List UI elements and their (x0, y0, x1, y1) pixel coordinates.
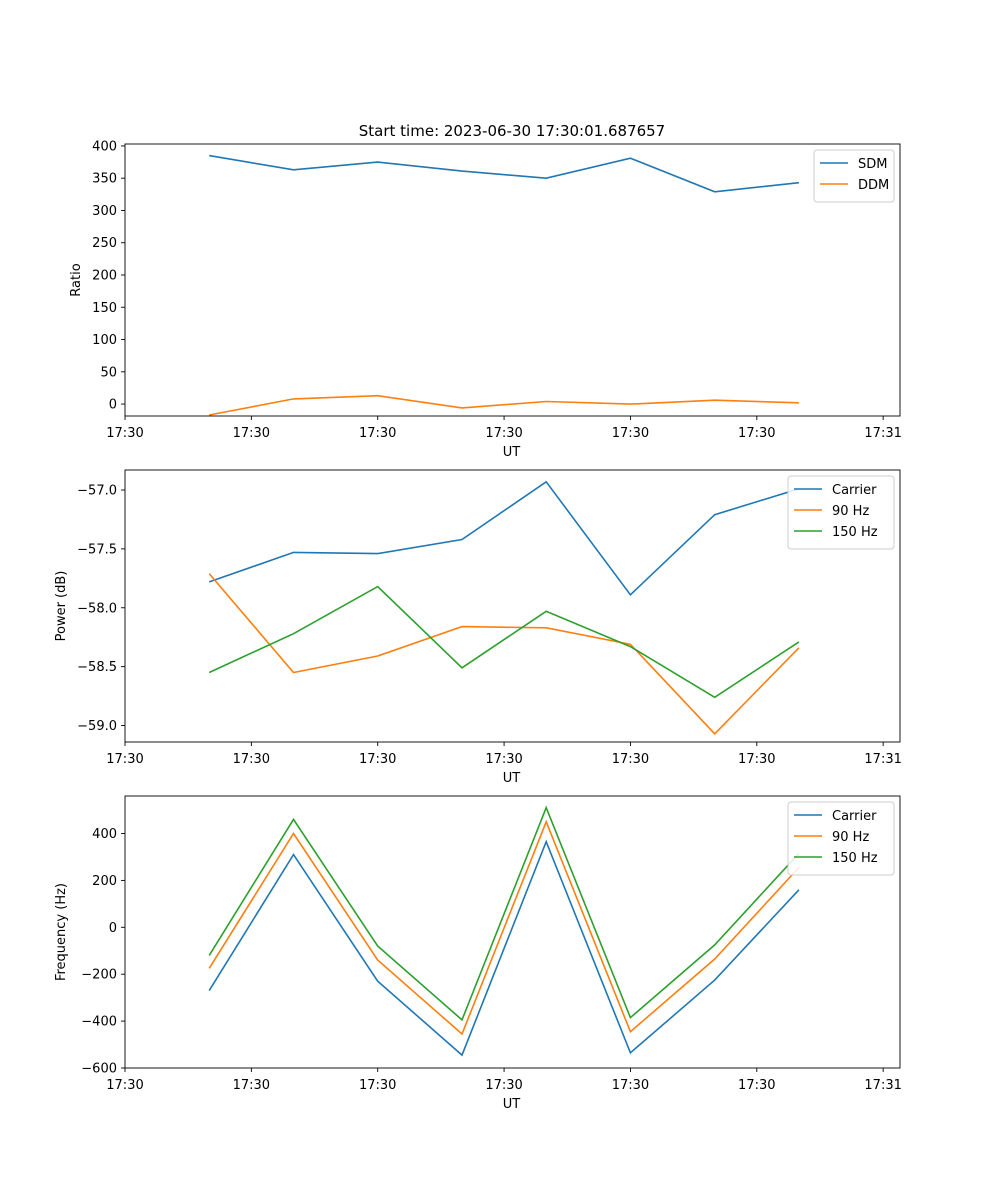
x-tick-label: 17:31 (864, 752, 901, 767)
y-tick-label: 50 (100, 365, 117, 380)
series-line-0 (208, 480, 800, 597)
x-tick-label: 17:30 (106, 426, 143, 441)
legend: Carrier 90 Hz 150 Hz (787, 475, 895, 550)
x-tick-label: 17:30 (485, 426, 522, 441)
series-line-1 (208, 573, 800, 735)
y-axis-label: Power (dB) (54, 571, 69, 642)
x-tick-label: 17:30 (738, 1078, 775, 1093)
y-axis-label: Ratio (69, 263, 84, 296)
x-tick-label: 17:30 (106, 752, 143, 767)
figure-title: Start time: 2023-06-30 17:30:01.687657 (359, 122, 665, 140)
x-tick-label: 17:30 (233, 426, 270, 441)
panel-frequency: 17:30 17:30 17:30 17:30 17:30 17:30 17:31 −600 −… (54, 795, 902, 1112)
legend-label: DDM (858, 178, 889, 193)
y-tick-label: 200 (92, 268, 117, 283)
y-tick-label: 0 (109, 921, 117, 936)
x-tick-label: 17:30 (359, 1078, 396, 1093)
legend-label: 150 Hz (832, 851, 878, 866)
y-tick-label: −58.0 (77, 601, 117, 616)
legend-label: Carrier (832, 483, 877, 498)
series-line-1 (209, 394, 799, 416)
y-tick-label: −600 (81, 1062, 117, 1077)
series-line-0 (209, 154, 799, 193)
series-line-1 (208, 819, 800, 1036)
legend: Carrier 90 Hz 150 Hz (787, 801, 895, 876)
y-tick-label: 300 (92, 204, 117, 219)
legend-label: 90 Hz (832, 830, 869, 845)
y-tick-label: 200 (92, 874, 117, 889)
axes-frame (124, 143, 901, 417)
x-tick-label: 17:30 (738, 752, 775, 767)
y-tick-label: 150 (92, 301, 117, 316)
series-line-2 (208, 585, 800, 699)
y-tick-label: 400 (92, 139, 117, 154)
y-tick-label: −59.0 (77, 719, 117, 734)
x-tick-label: 17:30 (612, 752, 649, 767)
panel-ratio: 17:30 17:30 17:30 17:30 17:30 17:30 17:31 0 50 10… (69, 139, 902, 460)
axes-frame (124, 469, 901, 743)
x-tick-label: 17:30 (106, 1078, 143, 1093)
x-tick-label: 17:30 (738, 426, 775, 441)
series-line-0 (208, 839, 800, 1057)
y-tick-label: −400 (81, 1015, 117, 1030)
y-tick-label: 400 (92, 827, 117, 842)
legend-label: 90 Hz (832, 504, 869, 519)
axes-frame (124, 795, 901, 1069)
y-tick-label: 250 (92, 236, 117, 251)
legend-label: SDM (858, 157, 887, 172)
y-tick-label: 100 (92, 333, 117, 348)
x-tick-label: 17:30 (233, 1078, 270, 1093)
y-tick-label: −57.0 (77, 484, 117, 499)
y-tick-label: −200 (81, 968, 117, 983)
y-tick-label: −58.5 (77, 660, 117, 675)
legend: SDM DDM (813, 149, 895, 203)
y-tick-label: 0 (109, 398, 117, 413)
x-tick-label: 17:30 (359, 752, 396, 767)
x-tick-label: 17:30 (485, 752, 522, 767)
series-line-2 (208, 805, 800, 1022)
x-tick-label: 17:30 (612, 426, 649, 441)
y-tick-label: −57.5 (77, 542, 117, 557)
y-axis-label: Frequency (Hz) (54, 883, 69, 981)
legend-label: 150 Hz (832, 525, 878, 540)
x-tick-label: 17:31 (864, 1078, 901, 1093)
x-tick-label: 17:30 (612, 1078, 649, 1093)
legend-label: Carrier (832, 809, 877, 824)
x-axis-label: UT (503, 1097, 521, 1112)
x-tick-label: 17:30 (233, 752, 270, 767)
x-axis-label: UT (503, 445, 521, 460)
x-tick-label: 17:30 (359, 426, 396, 441)
x-tick-label: 17:31 (864, 426, 901, 441)
x-tick-label: 17:30 (485, 1078, 522, 1093)
panel-power: 17:30 17:30 17:30 17:30 17:30 17:30 17:31 −59.0… (54, 469, 902, 786)
x-axis-label: UT (503, 771, 521, 786)
y-tick-label: 350 (92, 172, 117, 187)
